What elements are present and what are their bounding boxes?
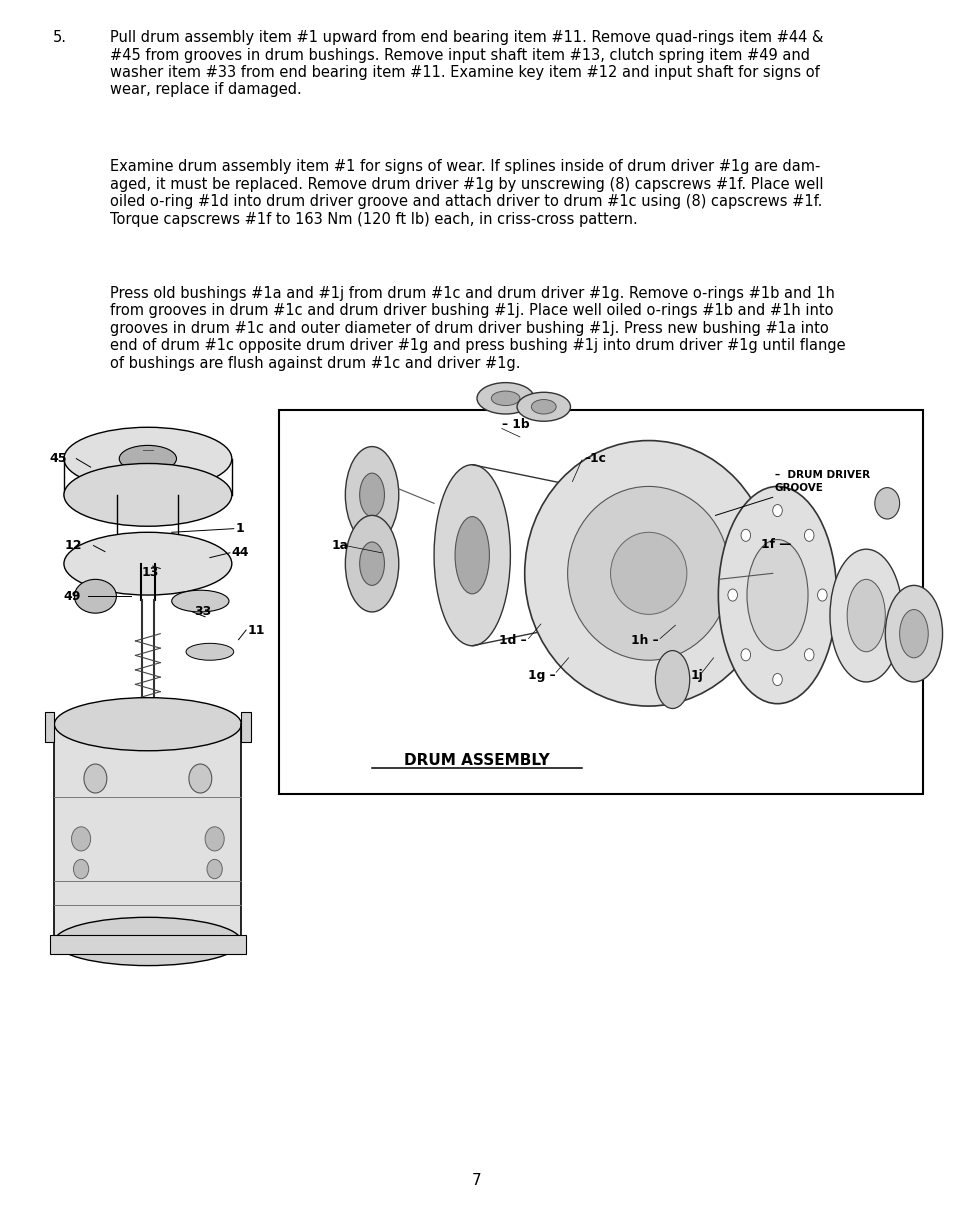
Ellipse shape — [359, 542, 384, 585]
Circle shape — [772, 505, 781, 517]
Text: 11: 11 — [248, 624, 265, 636]
Ellipse shape — [186, 643, 233, 660]
Text: – 1b: – 1b — [501, 419, 529, 431]
Ellipse shape — [610, 532, 686, 614]
Ellipse shape — [517, 392, 570, 421]
Ellipse shape — [64, 463, 232, 526]
Ellipse shape — [434, 465, 510, 646]
Ellipse shape — [54, 917, 241, 966]
Circle shape — [73, 859, 89, 879]
Bar — [241, 712, 251, 742]
Bar — [45, 712, 54, 742]
Circle shape — [84, 764, 107, 793]
Circle shape — [205, 827, 224, 851]
Ellipse shape — [491, 391, 519, 406]
Text: –  DRUM DRIVER
GROOVE: – DRUM DRIVER GROOVE — [774, 470, 869, 494]
Text: 1a: 1a — [332, 540, 349, 552]
Text: 7: 7 — [472, 1173, 481, 1188]
Text: 13: 13 — [141, 566, 158, 578]
Ellipse shape — [345, 515, 398, 612]
Ellipse shape — [476, 383, 534, 414]
Ellipse shape — [359, 473, 384, 517]
Circle shape — [71, 827, 91, 851]
Ellipse shape — [531, 400, 556, 414]
Circle shape — [727, 589, 737, 601]
Text: Press old bushings #1a and #1j from drum #1c and drum driver #1g. Remove o-rings: Press old bushings #1a and #1j from drum… — [110, 286, 844, 371]
Circle shape — [189, 764, 212, 793]
Circle shape — [740, 648, 750, 660]
Circle shape — [207, 859, 222, 879]
Ellipse shape — [884, 585, 942, 682]
Ellipse shape — [746, 540, 807, 651]
Text: 1f —: 1f — — [760, 538, 791, 550]
Circle shape — [803, 530, 813, 542]
Ellipse shape — [54, 698, 241, 751]
Bar — [50, 935, 246, 954]
Circle shape — [772, 674, 781, 686]
Circle shape — [874, 488, 899, 519]
Text: Pull drum assembly item #1 upward from end bearing item #11. Remove quad-rings i: Pull drum assembly item #1 upward from e… — [110, 30, 822, 98]
Ellipse shape — [455, 517, 489, 594]
Ellipse shape — [74, 579, 116, 613]
Bar — [54, 724, 241, 941]
Text: 1j: 1j — [690, 670, 702, 682]
Circle shape — [817, 589, 826, 601]
Text: 12: 12 — [65, 540, 82, 552]
Ellipse shape — [829, 549, 902, 682]
Text: Examine drum assembly item #1 for signs of wear. If splines inside of drum drive: Examine drum assembly item #1 for signs … — [110, 159, 822, 227]
Text: DRUM ASSEMBLY: DRUM ASSEMBLY — [404, 753, 549, 768]
Text: 1d –: 1d – — [498, 635, 526, 647]
Text: –1c: –1c — [584, 453, 606, 465]
Ellipse shape — [655, 651, 689, 709]
Text: 44: 44 — [232, 547, 249, 559]
Text: 33: 33 — [194, 606, 212, 618]
Ellipse shape — [846, 579, 884, 652]
Ellipse shape — [567, 486, 729, 660]
Ellipse shape — [64, 427, 232, 490]
Text: 1h –: 1h – — [630, 635, 658, 647]
Circle shape — [803, 648, 813, 660]
Text: 1g –: 1g – — [527, 670, 555, 682]
Text: 49: 49 — [63, 590, 80, 602]
Ellipse shape — [899, 610, 927, 658]
Ellipse shape — [172, 590, 229, 612]
Text: 5.: 5. — [52, 30, 67, 45]
Ellipse shape — [64, 532, 232, 595]
Text: 45: 45 — [50, 453, 67, 465]
Ellipse shape — [119, 445, 176, 472]
Text: 1: 1 — [235, 523, 244, 535]
Ellipse shape — [345, 447, 398, 543]
Circle shape — [740, 530, 750, 542]
Ellipse shape — [718, 486, 836, 704]
Ellipse shape — [524, 441, 772, 706]
Bar — [278, 410, 923, 794]
